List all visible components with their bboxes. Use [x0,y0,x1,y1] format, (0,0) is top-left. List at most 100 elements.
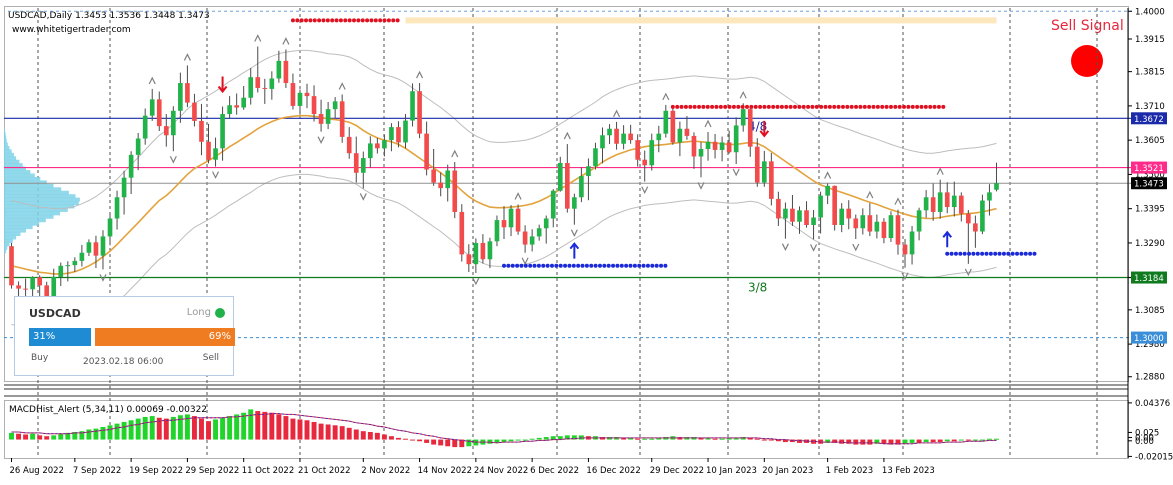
volume-profile-bar [4,170,31,175]
dotted-level-dot [615,263,620,268]
macd-bar [930,439,936,443]
macd-bar [346,427,352,440]
dotted-level-dot [580,263,585,268]
macd-bar [860,439,866,445]
y-tick-label: 1.3815 [1135,68,1165,78]
volume-profile-bar [4,145,10,150]
candle-body [93,242,99,256]
macd-y-tick-label: 0.00 [1135,437,1154,447]
volume-profile-bar [4,232,21,237]
dotted-level-dot [993,251,998,256]
widget-symbol: USDCAD [29,307,81,320]
candle-body [276,60,282,79]
dotted-level-dot [1028,251,1033,256]
x-tick-label: 7 Sep 2022 [73,466,121,476]
macd-bar [51,435,57,440]
dotted-level-dot [628,263,633,268]
highlight-band [405,17,997,24]
dotted-level-dot [814,104,819,109]
volume-profile-bar [4,180,47,185]
sell-signal-label: Sell Signal [1051,18,1124,34]
dotted-level-dot [897,104,902,109]
candle-body [811,217,816,225]
candle-body [332,101,338,110]
dotted-level-dot [893,104,898,109]
candle-body [234,105,239,108]
dotted-level-dot [632,263,637,268]
sentiment-widget[interactable]: USDCAD Long 31% 69% Buy 2023.02.18 06:00… [14,296,235,376]
dotted-level-dot [325,18,330,23]
fractal-down-marker [964,268,972,277]
candle-body [564,163,570,209]
macd-y-tick-label: -0.02015 [1135,452,1173,462]
candle-body [832,185,837,225]
volume-profile-bar [4,128,6,133]
candle-body [839,208,845,225]
macd-bar [705,437,711,440]
macd-bar [227,416,233,440]
candle-body [663,110,669,134]
sell-percent-bar: 69% [94,328,235,346]
macd-bar [374,432,380,440]
fractal-up-marker [416,70,424,79]
y-tick-label: 1.3085 [1135,306,1165,316]
dotted-level-dot [641,263,646,268]
dotted-level-dot [688,104,693,109]
widget-direction: Long [186,307,211,318]
volume-profile-bar [4,187,62,192]
dotted-level-dot [624,263,629,268]
candle-body [473,242,479,265]
moving-average-line [11,114,997,275]
level-label-3-8: 3/8 [748,281,767,295]
dotted-level-dot [654,263,659,268]
candle-body [600,135,605,149]
dotted-level-dot [378,18,383,23]
buy-caption: Buy [31,353,49,363]
x-tick-label: 21 Oct 2022 [298,466,351,476]
macd-bar [37,435,43,440]
candle-body [705,141,711,149]
candle-body [522,231,528,245]
candle-body [353,153,359,173]
y-tick-label: 1.2980 [1135,340,1165,350]
x-tick-label: 2 Nov 2022 [361,466,410,476]
macd-bar [248,409,254,440]
dotted-level-dot [819,104,824,109]
macd-bar [206,421,211,440]
dotted-level-dot [941,104,946,109]
candle-body [769,161,774,199]
dotted-level-dot [1001,251,1006,256]
fractal-down-marker [697,182,705,190]
volume-profile-bar [4,132,6,137]
candle-body [65,265,71,267]
candle-body [297,92,303,106]
candle-body [909,231,915,255]
macd-bar [923,439,929,443]
volume-profile-bar [4,218,46,223]
candle-body [86,242,92,253]
fractal-up-marker [183,53,191,61]
macd-bar [381,434,387,440]
candle-body [804,210,809,225]
macd-bar [107,425,113,440]
x-tick-label: 20 Jan 2023 [762,466,813,476]
dotted-level-dot [554,263,559,268]
dotted-level-dot [295,18,300,23]
dotted-level-dot [705,104,710,109]
dotted-level-dot [1015,251,1020,256]
dotted-level-dot [528,263,533,268]
volume-profile-bar [4,228,26,233]
dotted-level-dot [365,18,370,23]
dotted-level-dot [766,104,771,109]
macd-bar [269,412,275,440]
sell-arrow-icon [759,120,770,138]
y-tick-label: 1.3710 [1135,102,1165,112]
candle-body [149,99,155,116]
y-tick-label: 1.4000 [1135,7,1165,17]
dotted-level-dot [593,263,598,268]
candle-body [16,285,21,289]
dotted-level-dot [858,104,863,109]
candle-body [930,197,936,212]
